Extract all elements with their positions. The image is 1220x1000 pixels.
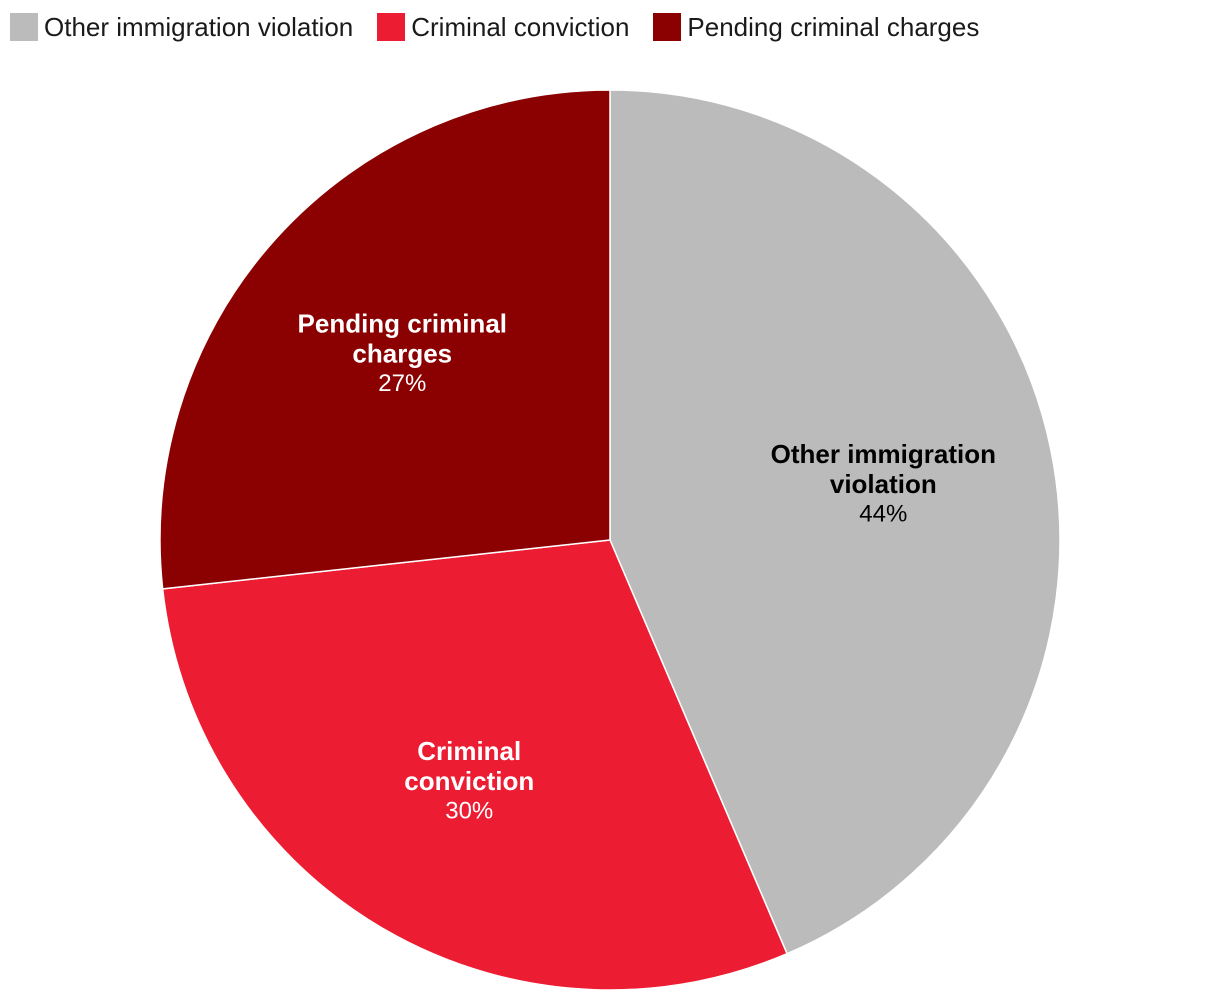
legend-label-other-immigration-violation: Other immigration violation xyxy=(44,12,354,42)
chart-legend: Other immigration violation Criminal con… xyxy=(10,8,1003,46)
legend-swatch-pending-criminal-charges xyxy=(653,13,682,41)
pie-slice-criminal-conviction xyxy=(161,539,789,991)
pie-slice-other-immigration-violation xyxy=(609,89,1061,955)
pie-label-name-line: charges xyxy=(352,339,452,369)
pie-label-value: 44% xyxy=(859,500,907,527)
pie-label-value: 30% xyxy=(445,797,493,824)
legend-label-pending-criminal-charges: Pending criminal charges xyxy=(687,12,980,42)
legend-item-pending-criminal-charges: Pending criminal charges xyxy=(653,13,979,41)
pie-label-name-line: violation xyxy=(830,469,937,499)
legend-swatch-criminal-conviction xyxy=(377,13,406,41)
pie-label-name-line: Pending criminal xyxy=(298,309,508,339)
pie-label-value: 27% xyxy=(378,370,426,397)
pie-slices xyxy=(159,89,1061,991)
legend-label-criminal-conviction: Criminal conviction xyxy=(411,12,630,42)
pie-label-name-line: Other immigration xyxy=(771,439,996,469)
pie-slice-pending-criminal-charges xyxy=(159,89,611,590)
pie-label-name-line: conviction xyxy=(404,766,534,796)
pie-label-name-line: Criminal xyxy=(417,736,521,766)
legend-swatch-other-immigration-violation xyxy=(10,13,38,41)
legend-item-other-immigration-violation: Other immigration violation xyxy=(10,13,353,41)
legend-item-criminal-conviction: Criminal conviction xyxy=(377,13,629,41)
